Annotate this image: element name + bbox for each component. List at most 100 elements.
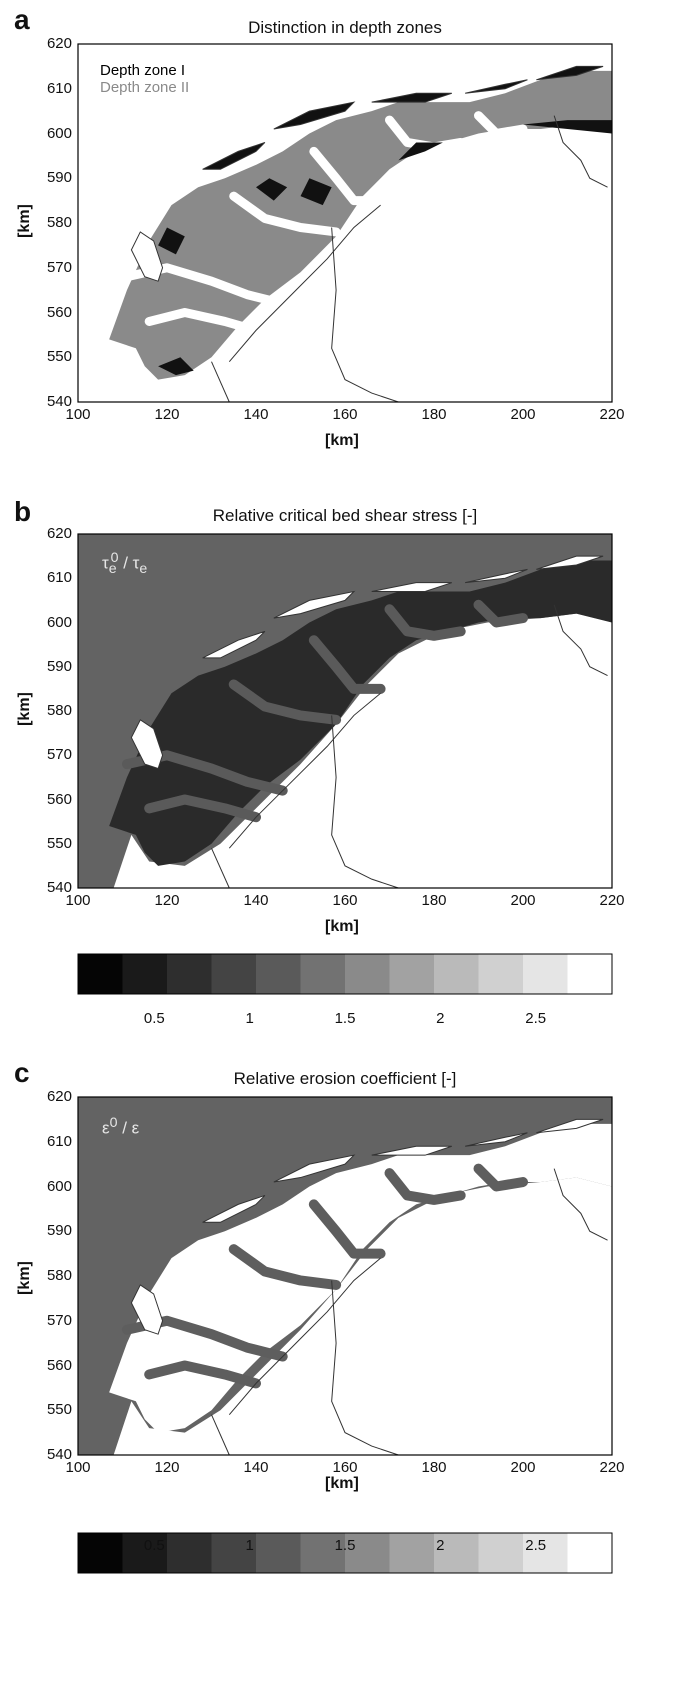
barrier-island-3 bbox=[371, 582, 452, 593]
colorbar-cell bbox=[434, 1533, 479, 1573]
tick-label: 580 bbox=[46, 214, 72, 231]
formula-sub2: e bbox=[139, 561, 148, 578]
tick-label: 570 bbox=[46, 746, 72, 764]
colorbar-cell bbox=[567, 1533, 613, 1573]
tick-label: 600 bbox=[46, 613, 72, 631]
tick-label: 100 bbox=[65, 406, 91, 423]
tick-label: 560 bbox=[46, 790, 72, 808]
colorbar-frame bbox=[77, 953, 613, 995]
barrier-island-2 bbox=[273, 590, 356, 619]
tick-label: 160 bbox=[332, 892, 358, 909]
colorbar-cell bbox=[300, 954, 346, 994]
panel-label: c bbox=[14, 1057, 30, 1088]
tidal-channel-4 bbox=[309, 146, 386, 206]
colorbar-cell bbox=[211, 954, 257, 994]
tidal-channel-3 bbox=[228, 679, 342, 725]
ems-estuary-line bbox=[553, 115, 608, 188]
tick-label: 570 bbox=[46, 258, 72, 276]
tidal-channel-3 bbox=[228, 1244, 342, 1290]
tidal-channel-2 bbox=[144, 794, 261, 823]
tick-label: 540 bbox=[46, 1446, 72, 1463]
tick-label: 620 bbox=[46, 35, 72, 52]
panel-label: b bbox=[14, 496, 32, 527]
barrier-island-4 bbox=[465, 1132, 528, 1147]
afsluitdijk-line bbox=[211, 847, 230, 889]
barrier-island-4 bbox=[465, 568, 528, 584]
tick-label: 1 bbox=[245, 1537, 254, 1554]
tick-label: 0.5 bbox=[143, 1537, 165, 1554]
tidal-channel-3 bbox=[229, 191, 341, 237]
formula-sup: 0 bbox=[109, 1115, 118, 1131]
colorbar bbox=[77, 953, 613, 995]
tick-label: 140 bbox=[243, 892, 269, 909]
texel-outline bbox=[130, 231, 164, 282]
colorbar-cell bbox=[256, 1533, 301, 1573]
barrier-island-1 bbox=[202, 630, 266, 659]
shear-stress-map bbox=[77, 533, 613, 889]
tick-label: 200 bbox=[510, 406, 536, 423]
tick-label: 200 bbox=[510, 892, 536, 909]
colorbar-cell bbox=[167, 1533, 212, 1573]
plot-frame bbox=[77, 43, 613, 403]
formula-mid: / ε bbox=[117, 1118, 140, 1138]
colorbar-cell bbox=[78, 954, 123, 994]
x-axis-label: [km] bbox=[325, 432, 359, 449]
tick-label: 120 bbox=[154, 892, 180, 909]
afsluitdijk-line bbox=[211, 361, 230, 403]
barrier-island-5 bbox=[536, 65, 604, 81]
tick-label: 620 bbox=[46, 525, 72, 542]
legend-entry-zone-1: Depth zone I bbox=[100, 62, 186, 79]
barrier-island-2 bbox=[273, 1154, 356, 1183]
mainland-coastline bbox=[228, 1257, 381, 1416]
mainland-area bbox=[113, 1177, 612, 1455]
colorbar-cell bbox=[389, 1533, 435, 1573]
tick-label: 160 bbox=[332, 406, 358, 423]
tick-label: 600 bbox=[46, 124, 72, 142]
texel-outline bbox=[130, 719, 164, 770]
barrier-island-5 bbox=[536, 555, 604, 570]
tidal-channel-6 bbox=[473, 599, 528, 628]
tidal-channel-4 bbox=[308, 1199, 386, 1259]
mainland-area bbox=[113, 613, 612, 888]
y-axis-label: [km] bbox=[15, 204, 33, 238]
depth-zone-i-area-2 bbox=[158, 227, 185, 255]
colorbar-cell bbox=[523, 954, 568, 994]
tick-label: 590 bbox=[46, 169, 72, 187]
colorbar-cell bbox=[300, 1533, 346, 1573]
formula-sup: 0 bbox=[110, 550, 119, 566]
tick-label: 2 bbox=[436, 1537, 445, 1554]
tidal-channel-5 bbox=[384, 1168, 466, 1205]
tidal-channel-2 bbox=[144, 1360, 261, 1389]
depth-zone-i-area-4 bbox=[300, 178, 332, 206]
tidal-channel-5 bbox=[384, 604, 466, 641]
tick-label: 600 bbox=[46, 1177, 72, 1195]
colorbar-cell bbox=[523, 1533, 568, 1573]
tick-label: 220 bbox=[599, 406, 625, 423]
ems-estuary-line bbox=[553, 1168, 608, 1241]
depth-zone-map bbox=[77, 43, 613, 403]
y-axis-label: [km] bbox=[15, 692, 33, 726]
tick-label: 540 bbox=[46, 393, 72, 410]
barrier-island-5 bbox=[536, 1118, 604, 1134]
tick-label: 100 bbox=[65, 892, 91, 909]
tick-label: 180 bbox=[421, 892, 447, 909]
formula-symbol: ε bbox=[102, 1118, 110, 1138]
tick-label: 590 bbox=[46, 657, 72, 675]
ems-estuary-line bbox=[553, 604, 608, 677]
formula-sub: e bbox=[108, 561, 117, 578]
tidal-channel-4 bbox=[308, 635, 386, 694]
barrier-island-4 bbox=[465, 79, 528, 94]
tidal-channel-6 bbox=[473, 1163, 528, 1192]
tick-label: 590 bbox=[46, 1222, 72, 1240]
tick-label: 100 bbox=[65, 1459, 91, 1476]
tick-label: 200 bbox=[510, 1459, 536, 1476]
tick-label: 560 bbox=[46, 1356, 72, 1374]
tick-label: 140 bbox=[243, 406, 269, 423]
barrier-island-3 bbox=[371, 92, 452, 103]
x-axis-label: [km] bbox=[325, 1475, 359, 1492]
tick-label: 120 bbox=[154, 1459, 180, 1476]
tick-label: 120 bbox=[154, 406, 180, 423]
mainland-coastline bbox=[228, 204, 381, 363]
plot-frame bbox=[77, 533, 613, 889]
colorbar-cell bbox=[345, 954, 390, 994]
